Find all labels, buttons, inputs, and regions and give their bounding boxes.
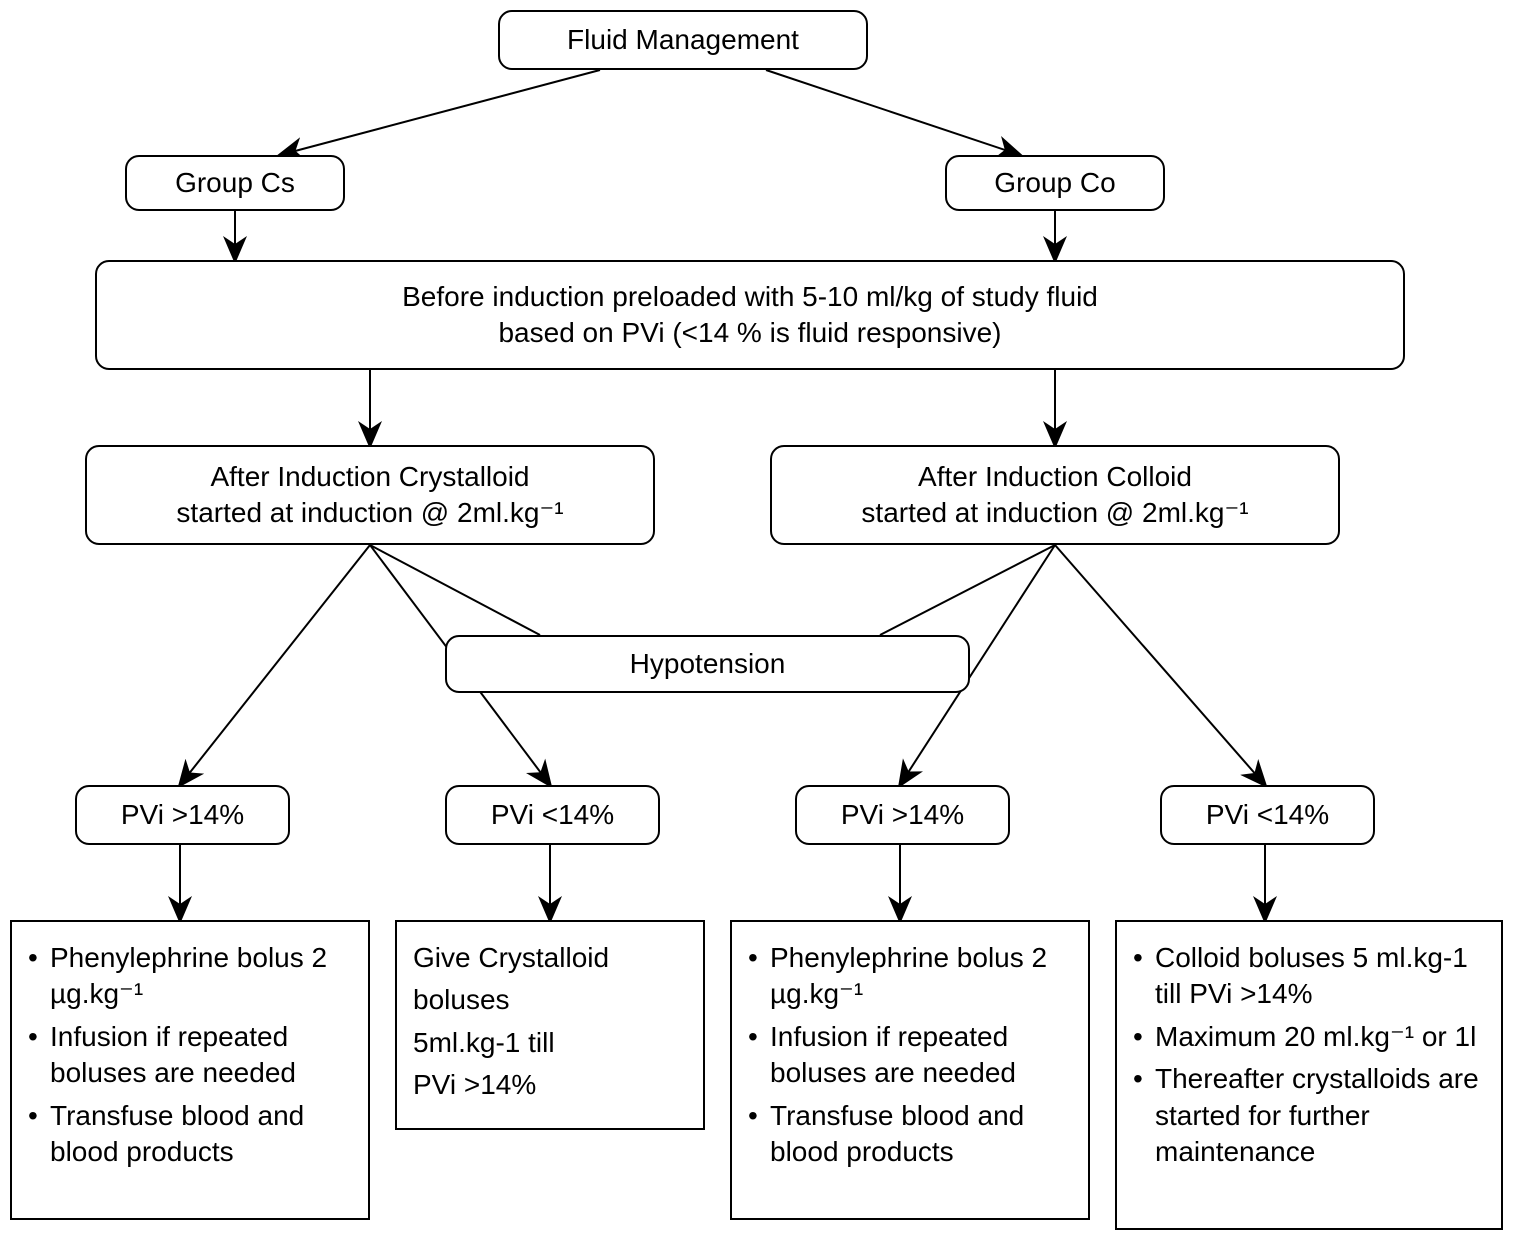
line: PVi >14% — [413, 1067, 609, 1103]
node-action-co-lt14: Colloid boluses 5 ml.kg-1 till PVi >14% … — [1115, 920, 1503, 1230]
bullet: Phenylephrine bolus 2 µg.kg⁻¹ — [748, 940, 1072, 1013]
line: After Induction Crystalloid — [176, 459, 563, 495]
bullet: Colloid boluses 5 ml.kg-1 till PVi >14% — [1133, 940, 1485, 1013]
bullet: Infusion if repeated boluses are needed — [748, 1019, 1072, 1092]
bullet: Phenylephrine bolus 2 µg.kg⁻¹ — [28, 940, 352, 1013]
node-group-cs: Group Cs — [125, 155, 345, 211]
bullet: Transfuse blood and blood products — [748, 1098, 1072, 1171]
line: Before induction preloaded with 5-10 ml/… — [402, 279, 1098, 315]
bullet-list: Colloid boluses 5 ml.kg-1 till PVi >14% … — [1133, 940, 1485, 1176]
node-label: PVi <14% — [491, 797, 614, 833]
node-fluid-management: Fluid Management — [498, 10, 868, 70]
flowchart-canvas: Fluid Management Group Cs Group Co Befor… — [0, 0, 1513, 1246]
line: started at induction @ 2ml.kg⁻¹ — [861, 495, 1248, 531]
node-pvi-gt14-cs: PVi >14% — [75, 785, 290, 845]
node-action-cs-lt14: Give Crystalloid boluses 5ml.kg-1 till P… — [395, 920, 705, 1130]
node-label: Hypotension — [630, 646, 786, 682]
line: started at induction @ 2ml.kg⁻¹ — [176, 495, 563, 531]
node-group-co: Group Co — [945, 155, 1165, 211]
bullet: Infusion if repeated boluses are needed — [28, 1019, 352, 1092]
line: based on PVi (<14 % is fluid responsive) — [402, 315, 1098, 351]
node-label: PVi >14% — [121, 797, 244, 833]
bullet: Maximum 20 ml.kg⁻¹ or 1l — [1133, 1019, 1485, 1055]
node-label: PVi <14% — [1206, 797, 1329, 833]
node-label: Fluid Management — [567, 22, 799, 58]
node-label: Group Co — [994, 165, 1115, 201]
node-text: After Induction Colloid started at induc… — [861, 459, 1248, 532]
node-after-induction-crystalloid: After Induction Crystalloid started at i… — [85, 445, 655, 545]
bullet: Thereafter crystalloids are started for … — [1133, 1061, 1485, 1170]
node-action-cs-gt14: Phenylephrine bolus 2 µg.kg⁻¹ Infusion i… — [10, 920, 370, 1220]
line: Give Crystalloid — [413, 940, 609, 976]
node-pvi-lt14-cs: PVi <14% — [445, 785, 660, 845]
node-hypotension: Hypotension — [445, 635, 970, 693]
line: After Induction Colloid — [861, 459, 1248, 495]
node-text: Before induction preloaded with 5-10 ml/… — [402, 279, 1098, 352]
bullet: Transfuse blood and blood products — [28, 1098, 352, 1171]
node-text: After Induction Crystalloid started at i… — [176, 459, 563, 532]
line: boluses — [413, 982, 609, 1018]
node-label: Group Cs — [175, 165, 295, 201]
bullet-list: Phenylephrine bolus 2 µg.kg⁻¹ Infusion i… — [28, 940, 352, 1176]
node-action-co-gt14: Phenylephrine bolus 2 µg.kg⁻¹ Infusion i… — [730, 920, 1090, 1220]
line: 5ml.kg-1 till — [413, 1025, 609, 1061]
node-pvi-gt14-co: PVi >14% — [795, 785, 1010, 845]
node-after-induction-colloid: After Induction Colloid started at induc… — [770, 445, 1340, 545]
node-preload: Before induction preloaded with 5-10 ml/… — [95, 260, 1405, 370]
node-label: PVi >14% — [841, 797, 964, 833]
node-pvi-lt14-co: PVi <14% — [1160, 785, 1375, 845]
bullet-list: Phenylephrine bolus 2 µg.kg⁻¹ Infusion i… — [748, 940, 1072, 1176]
plain-list: Give Crystalloid boluses 5ml.kg-1 till P… — [413, 940, 609, 1110]
